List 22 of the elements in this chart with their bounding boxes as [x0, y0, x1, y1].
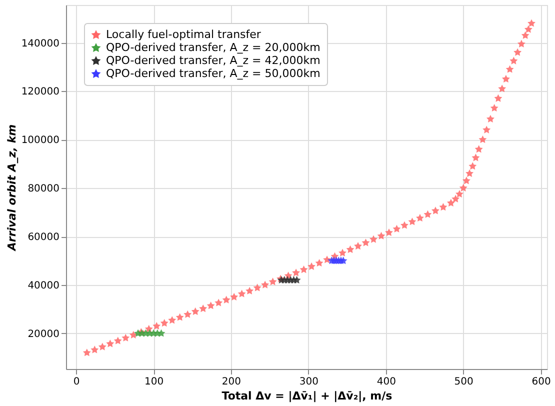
y-tick-label: 100000 — [21, 135, 60, 146]
y-tick-label: 120000 — [21, 86, 60, 98]
legend-label: QPO-derived transfer, A_z = 42,000km — [106, 54, 320, 67]
x-tick-label: 600 — [532, 376, 551, 388]
y-tick-label: 80000 — [28, 184, 60, 195]
x-tick-label: 100 — [144, 376, 164, 388]
legend-label: Locally fuel-optimal transfer — [106, 28, 262, 41]
point — [292, 276, 301, 284]
y-tick-label: 140000 — [21, 38, 60, 50]
x-tick-label: 200 — [222, 376, 242, 388]
point — [157, 329, 166, 337]
legend-label: QPO-derived transfer, A_z = 50,000km — [106, 67, 320, 80]
y-axis-title: Arrival orbit A_z, km — [5, 124, 18, 252]
x-tick-label: 500 — [454, 376, 474, 388]
y-tick-label: 40000 — [28, 280, 60, 292]
y-tick-label: 20000 — [28, 328, 60, 340]
x-tick-label: 300 — [299, 376, 318, 388]
x-tick-label: 400 — [376, 376, 396, 388]
y-tick-label: 60000 — [28, 232, 60, 244]
x-tick-label: 0 — [73, 376, 80, 388]
x-axis-title: Total Δv = |Δv̄₁| + |Δv̄₂|, m/s — [222, 390, 393, 402]
legend-label: QPO-derived transfer, A_z = 20,000km — [106, 41, 320, 54]
